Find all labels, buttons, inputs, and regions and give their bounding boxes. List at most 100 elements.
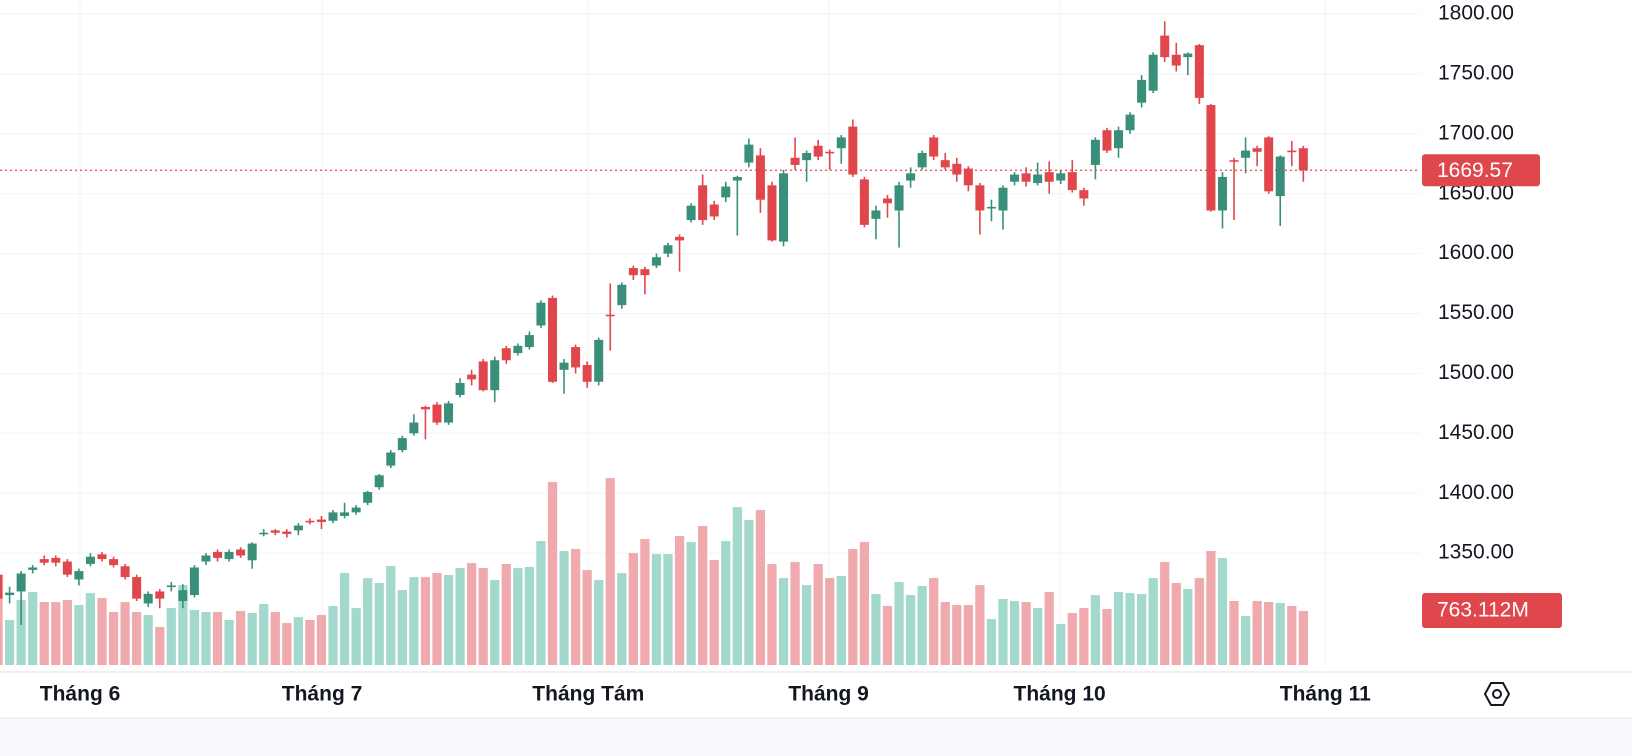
volume-bar	[85, 593, 96, 665]
candle-body	[848, 126, 858, 175]
volume-bar	[790, 562, 800, 665]
volume-bar	[166, 608, 176, 665]
settings-icon-center[interactable]	[1492, 689, 1502, 699]
volume-bar	[778, 578, 789, 665]
settings-button[interactable]	[1483, 682, 1511, 706]
volume-bar	[1240, 616, 1251, 665]
volume-bar	[975, 585, 985, 665]
candle-body	[1033, 174, 1043, 183]
candle-body	[455, 382, 465, 395]
volume-bar	[628, 553, 638, 665]
candle-body	[1102, 130, 1112, 151]
volume-bar	[51, 602, 61, 665]
volume-bar	[432, 573, 442, 665]
candle-body	[767, 185, 777, 241]
candle-body	[813, 145, 823, 157]
volume-bar	[443, 575, 454, 665]
volume-bar	[1264, 602, 1274, 665]
candle-body	[709, 204, 719, 217]
candle-body	[1275, 156, 1285, 197]
volume-bar	[732, 507, 742, 665]
candle-body	[1183, 53, 1193, 58]
volume-bar	[547, 482, 558, 665]
candle-body	[628, 267, 638, 276]
candle-body	[1125, 114, 1135, 131]
volume-bar	[663, 554, 673, 665]
x-tick-label: Tháng 11	[1280, 683, 1371, 706]
candle-body	[779, 173, 789, 242]
candle-body	[328, 512, 338, 521]
volume-bar	[594, 580, 604, 665]
candle-body	[802, 152, 812, 161]
candle-body	[316, 519, 326, 522]
candle-body	[51, 557, 61, 563]
candle-body	[882, 198, 892, 204]
last-price-tag	[1422, 154, 1540, 187]
candle-body	[617, 284, 627, 306]
volume-bar	[282, 623, 292, 665]
volume-bar	[929, 578, 939, 665]
volume-bar	[62, 600, 72, 665]
volume-bar	[1079, 608, 1089, 665]
candle-body	[640, 269, 650, 276]
volume-bar	[120, 602, 130, 665]
candle-body	[1021, 173, 1031, 182]
candle-body	[698, 185, 708, 221]
volume-bar	[420, 577, 431, 665]
candle-body	[97, 554, 107, 560]
volume-bar	[28, 592, 38, 665]
grid	[0, 0, 1420, 665]
candle-body	[571, 347, 581, 368]
volume-bar	[1067, 613, 1077, 665]
settings-icon[interactable]	[1483, 682, 1511, 706]
volume-bar	[455, 568, 465, 665]
y-tick-label: 1600.00	[1438, 241, 1514, 264]
volume-bar	[1298, 611, 1308, 665]
candle-body	[1148, 54, 1158, 91]
overlay-layer: 1350.00 1400.00 1450.00 1500.00 1550.00 1600.…	[0, 2, 1562, 706]
candle-body	[559, 362, 569, 370]
volume-bar	[1275, 603, 1285, 665]
bottom-strip	[0, 718, 1632, 756]
volume-bar	[1090, 595, 1101, 665]
volume-bar	[536, 541, 546, 665]
candle-body	[1010, 174, 1020, 182]
volume-bar	[952, 605, 962, 665]
candle-body	[1090, 139, 1100, 165]
candle-body	[547, 297, 558, 382]
candle-body	[1241, 150, 1251, 158]
volume-bar	[570, 549, 581, 665]
volume-bar	[155, 627, 165, 665]
volume-bar	[559, 551, 569, 665]
last-volume-tag	[1422, 593, 1562, 629]
candle-body	[917, 152, 927, 168]
volume-bar	[201, 612, 211, 665]
candle-body	[501, 348, 511, 361]
candle-body	[963, 168, 973, 186]
volume-bar	[1217, 558, 1228, 665]
candle-body	[906, 173, 916, 181]
candle-body	[744, 144, 754, 163]
candle-body	[478, 361, 488, 391]
candle-body	[351, 507, 361, 513]
volume-bar	[235, 611, 246, 665]
candle-body	[524, 335, 534, 348]
volume-bar	[409, 577, 419, 665]
volume-bar	[640, 539, 650, 665]
volume-bar	[582, 570, 592, 665]
volume-bar	[767, 564, 777, 665]
candle-body	[1264, 137, 1274, 192]
volume-bar	[351, 608, 361, 665]
candle-body	[998, 187, 1008, 211]
candle-body	[582, 365, 592, 382]
volume-bar	[1136, 594, 1147, 665]
volume-bar	[744, 520, 754, 665]
volume-bar	[1160, 562, 1170, 665]
volume-bar	[709, 560, 719, 665]
x-tick-label: Tháng 6	[40, 683, 121, 706]
volume-bar	[490, 580, 500, 665]
volume-bar	[4, 620, 15, 665]
candle-body	[1252, 148, 1262, 152]
candle-body	[109, 559, 119, 566]
